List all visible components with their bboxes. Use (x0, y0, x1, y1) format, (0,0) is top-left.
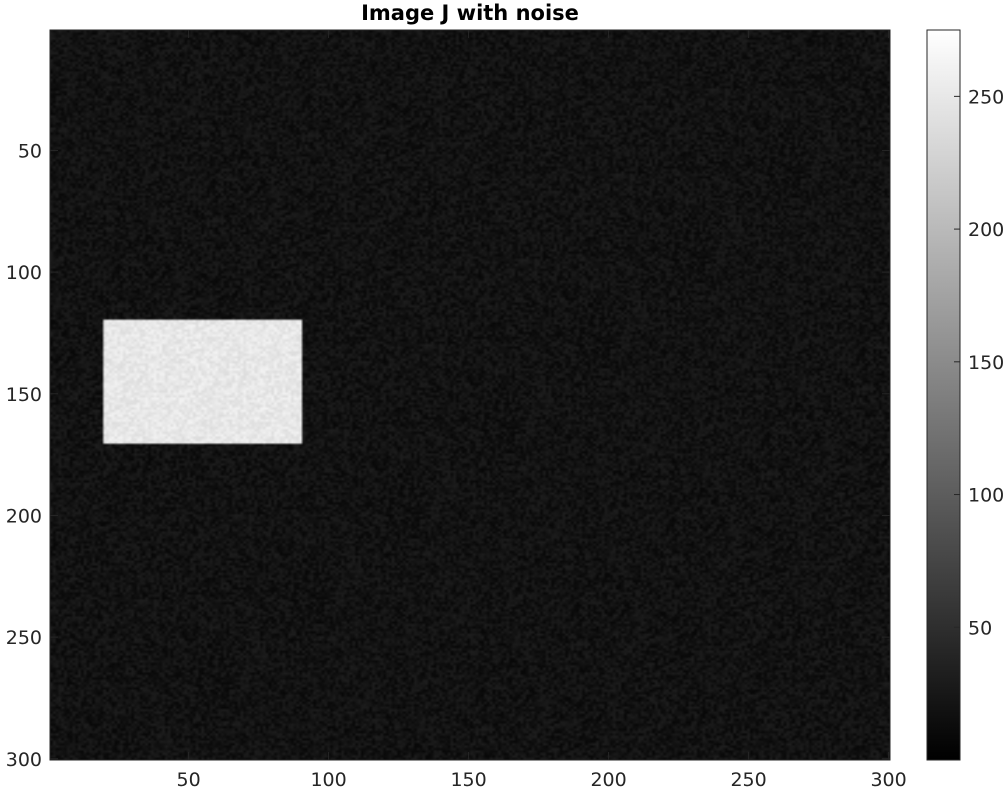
noisy-image (50, 30, 890, 760)
y-tick-label: 250 (6, 627, 42, 649)
x-tick-label: 100 (310, 769, 346, 791)
x-tick-label: 250 (730, 769, 766, 791)
x-axis: 50 100 150 200 250 300 (177, 30, 907, 791)
colorbar-tick-label: 250 (968, 86, 1004, 108)
y-tick-label: 100 (6, 262, 42, 284)
colorbar-tick-label: 150 (968, 352, 1004, 374)
x-tick-label: 50 (177, 769, 201, 791)
x-tick-label: 300 (870, 769, 906, 791)
y-tick-label: 300 (6, 749, 42, 771)
colorbar-tick-label: 200 (968, 219, 1004, 241)
colorbar (926, 29, 961, 761)
chart-title: Image J with noise (361, 1, 579, 25)
y-tick-label: 150 (6, 384, 42, 406)
x-tick-label: 150 (450, 769, 486, 791)
colorbar-axis: 50 100 150 200 250 (954, 86, 1004, 639)
image-area (50, 30, 890, 760)
x-tick-label: 200 (590, 769, 626, 791)
plot-frame (49, 29, 891, 761)
y-axis: 50 100 150 200 250 300 (6, 140, 890, 771)
y-tick-label: 200 (6, 505, 42, 527)
colorbar-tick-label: 100 (968, 485, 1004, 507)
colorbar-tick-label: 50 (968, 617, 992, 639)
y-tick-label: 50 (18, 140, 42, 162)
